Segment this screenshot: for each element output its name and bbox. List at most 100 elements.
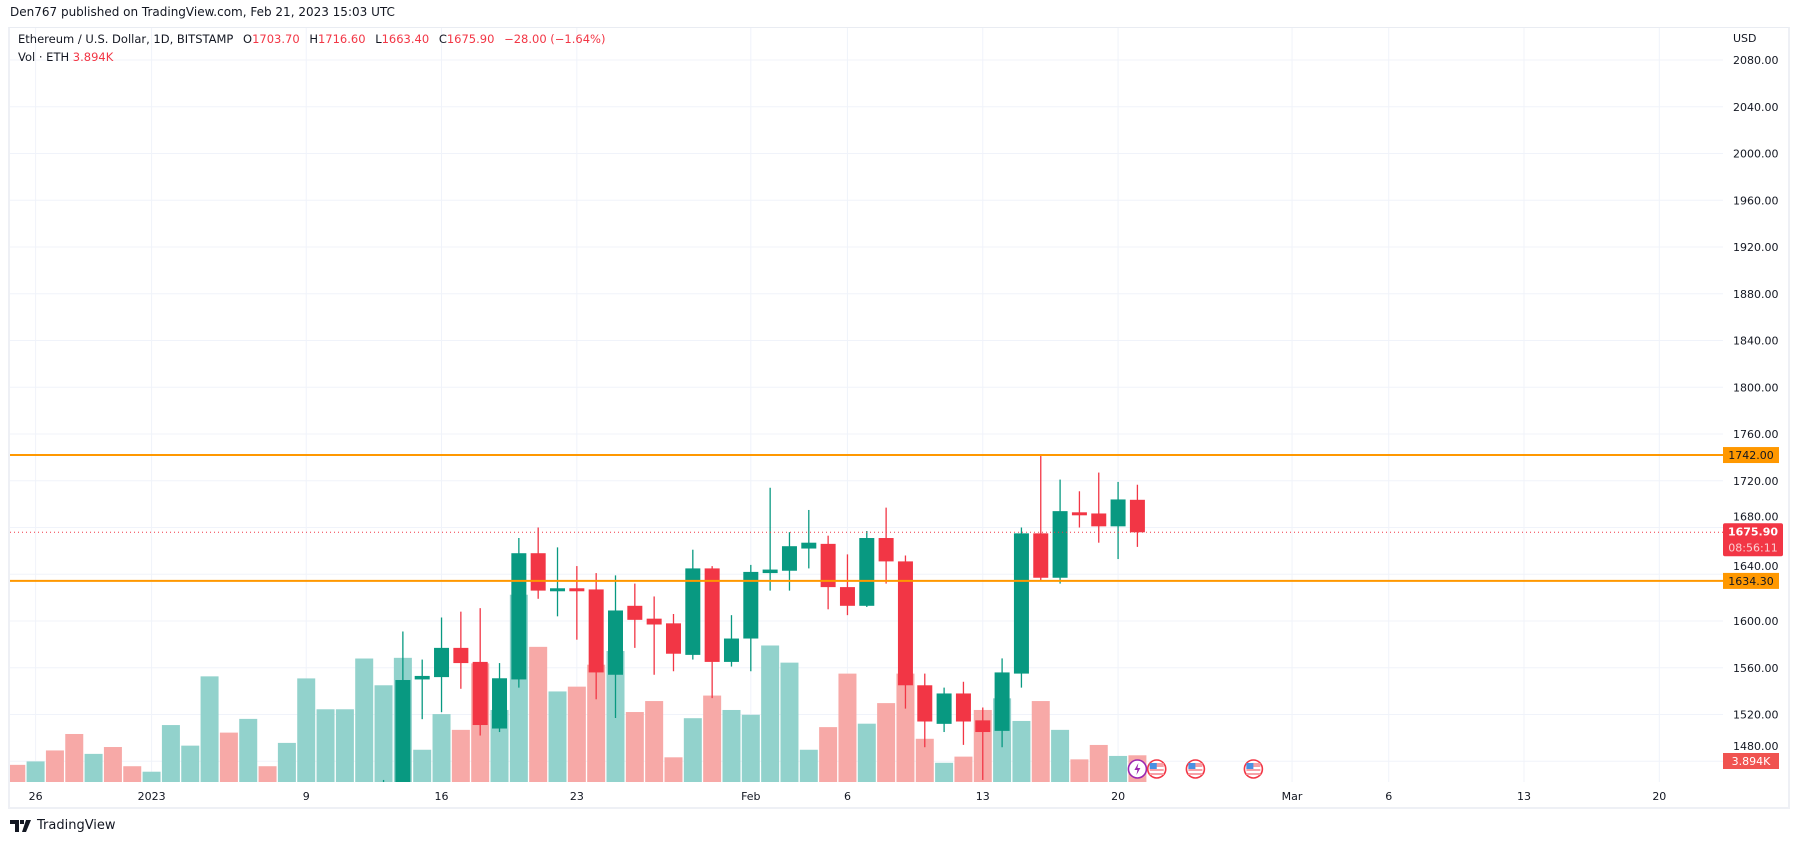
candle-body [665,623,681,654]
volume-bar [587,664,606,782]
price-tick-label: 1560.00 [1733,662,1779,675]
volume-bar [741,714,760,782]
close-label: C [438,32,447,46]
price-tick-label: 1920.00 [1733,241,1779,254]
candle-body [569,588,585,592]
level-price-label: 1634.30 [1728,575,1774,588]
us-flag-icon[interactable] [1185,759,1206,779]
volume-label[interactable]: Vol · ETH [18,50,70,64]
currency-label[interactable]: USD [1733,32,1757,45]
price-tick-label: 1800.00 [1733,381,1779,394]
candle [1071,491,1087,528]
price-axis[interactable]: 2080.00 2040.00 2000.00 1960.00 1920.00 1880.… [1733,54,1779,753]
candle [839,554,855,616]
price-tick-label: 2080.00 [1733,54,1779,67]
us-flag-icon[interactable] [1243,759,1264,779]
price-tick-label: 1880.00 [1733,288,1779,301]
high-label: H [309,32,318,46]
time-tick-label: 6 [1385,790,1392,803]
time-tick-label: 9 [303,790,310,803]
candle [1129,484,1145,547]
countdown-label: 08:56:11 [1728,541,1777,554]
candle-body [1013,533,1029,674]
candle [1110,481,1126,560]
time-tick-label: 16 [435,790,449,803]
price-tick-label: 1480.00 [1733,740,1779,753]
volume-bar [316,709,335,782]
volume-bar [954,756,973,782]
candle [685,549,701,660]
candle [382,779,385,782]
candle [434,617,450,713]
candle-body [975,720,991,733]
price-tick-label: 1600.00 [1733,615,1779,628]
volume-badge-label: 3.894K [1732,755,1771,768]
volume-bar [161,725,180,782]
volume-bar [297,678,316,782]
volume-bar [103,747,122,782]
candle-body [395,680,411,782]
time-tick-label: 6 [844,790,851,803]
symbol-legend: Ethereum / U.S. Dollar, 1D, BITSTAMP O17… [18,32,605,46]
horizontal-levels[interactable] [10,454,1723,582]
price-tick-label: 1720.00 [1733,475,1779,488]
volume-bar [200,676,219,782]
time-tick-label: 20 [1652,790,1666,803]
us-flag-stripe [1149,771,1164,773]
candle-body [608,610,623,675]
volume-bar [258,766,277,782]
us-flag-stripe [1188,771,1203,773]
volume-bar [219,732,238,782]
volume-bar [10,764,26,782]
volume-bar [335,709,354,782]
candle-body [743,571,759,639]
candle [994,658,1010,748]
candle-body [1033,533,1049,578]
candle-body [859,538,875,606]
candle [1052,479,1068,584]
volume-bar [239,718,258,782]
candle-body [955,693,971,722]
symbol-title[interactable]: Ethereum / U.S. Dollar, 1D, BITSTAMP [18,32,234,46]
volume-bar [548,691,567,782]
candle-body [1071,512,1087,516]
candle-body [530,553,546,591]
lightning-icon[interactable] [1127,759,1148,779]
volume-bar [722,709,741,782]
footer-logo-text: TradingView [37,818,116,833]
candle-body [646,618,662,625]
candle [955,681,971,745]
volume-bar [683,718,702,782]
volume-bar [65,733,84,782]
volume-bar [45,750,64,782]
candle [917,673,933,748]
events[interactable] [1127,759,1264,779]
candle [492,663,508,733]
candle [414,659,430,720]
level-price-label: 1742.00 [1728,449,1774,462]
candle [723,615,739,667]
price-tick-label: 1840.00 [1733,335,1779,348]
tradingview-logo-icon [10,819,31,832]
level-price-badge [1723,447,1779,464]
us-flag-stripe [1246,771,1261,773]
candle-body [704,568,720,662]
candle-body [492,678,508,729]
candle [569,566,585,640]
candle-body [1091,513,1107,527]
candle-body [685,568,701,655]
open-label: O [243,32,253,46]
time-tick-label: Feb [741,790,760,803]
candle-body [936,693,952,724]
volume-bar [451,729,470,782]
us-flag-icon[interactable] [1146,759,1167,779]
last-price-badge [1723,523,1783,557]
volume-bar [26,761,45,782]
close-value: 1675.90 [446,32,495,46]
time-axis[interactable]: 26 2023 9 16 23 Feb 6 13 20 Mar 6 13 20 [29,790,1667,803]
candle-body [801,542,817,549]
time-tick-label: 2023 [138,790,166,803]
published-caption: Den767 published on TradingView.com, Feb… [10,5,395,19]
candle [820,535,836,610]
